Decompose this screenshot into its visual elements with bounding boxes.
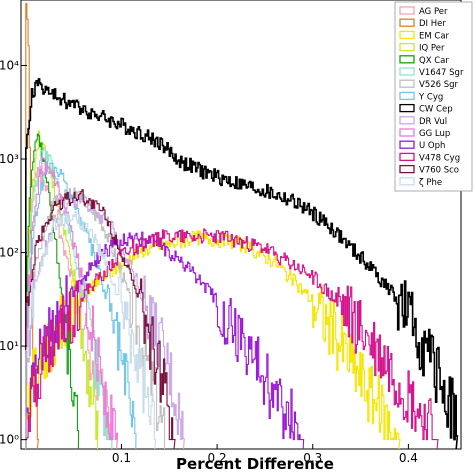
plot-frame xyxy=(20,0,462,450)
legend-entry-label: Y Cyg xyxy=(418,92,443,102)
legend-swatch xyxy=(399,103,415,113)
legend: AG Per DI Her EM Car IQ Per QX Car V1647 Sgr V… xyxy=(394,1,473,192)
y-tick-label: 10⁴ xyxy=(0,58,19,72)
legend-swatch xyxy=(399,152,415,162)
legend-swatch xyxy=(399,116,415,125)
legend-entry-label: GG Lup xyxy=(419,129,450,139)
x-axis-label: Percent Difference xyxy=(176,455,334,473)
y-tick-label: 10² xyxy=(0,246,19,260)
series-line-cw-cep xyxy=(25,78,459,450)
legend-swatch xyxy=(399,42,415,52)
y-tick-label: 10¹ xyxy=(0,339,19,353)
legend-swatch xyxy=(399,128,415,137)
series-line-qx-car xyxy=(25,133,80,450)
legend-entry-label: AG Per xyxy=(419,7,448,17)
series-layer xyxy=(25,2,459,450)
series-line-y-cyg xyxy=(25,160,137,450)
legend-swatch xyxy=(399,140,415,149)
series-line-gg-lup xyxy=(25,156,119,450)
legend-swatch xyxy=(399,164,415,174)
x-tick-label: 0.4 xyxy=(399,451,418,465)
legend-entry-label: V526 Sgr xyxy=(419,80,459,90)
x-tick-label: 0.3 xyxy=(303,451,322,465)
legend-swatch xyxy=(399,177,415,186)
legend-swatch xyxy=(399,91,415,101)
legend-entry-label: V478 Cyg xyxy=(419,153,460,163)
legend-swatch xyxy=(399,6,415,15)
ticks-layer: 0.1 0.2 0.3 0.4 10⁰ 10¹ 10² 10³ 10⁴ xyxy=(0,58,418,465)
legend-swatch xyxy=(399,18,415,27)
legend-entry-label: U Oph xyxy=(419,141,445,151)
legend-swatch xyxy=(399,30,415,40)
x-tick-label: 0.2 xyxy=(208,451,227,465)
series-line-u-oph xyxy=(25,231,305,450)
series-line-di-her xyxy=(25,2,40,450)
legend-entry-label: QX Car xyxy=(419,56,449,66)
legend-entry-label: DR Vul xyxy=(419,117,447,127)
y-tick-label: 10³ xyxy=(0,152,19,166)
legend-entry-label: V760 Sco xyxy=(419,166,459,176)
legend-entry-label: EM Car xyxy=(419,31,450,41)
legend-swatch xyxy=(399,79,415,88)
legend-entry-label: IQ Per xyxy=(419,44,445,54)
legend-entry-label: CW Cep xyxy=(419,105,453,115)
y-tick-label: 10⁰ xyxy=(0,433,19,447)
legend-entry-label: V1647 Sgr xyxy=(419,68,464,78)
x-tick-label: 0.1 xyxy=(112,451,131,465)
series-line-v478-cyg xyxy=(25,228,439,450)
series-line-v760-sco xyxy=(25,189,176,450)
series-line-ζ-phe xyxy=(25,210,157,450)
legend-swatch xyxy=(399,55,415,64)
legend-entry-label: DI Her xyxy=(419,19,446,29)
legend-entry-label: ζ Phe xyxy=(419,178,442,188)
legend-box xyxy=(394,1,473,192)
legend-swatch xyxy=(399,67,415,76)
